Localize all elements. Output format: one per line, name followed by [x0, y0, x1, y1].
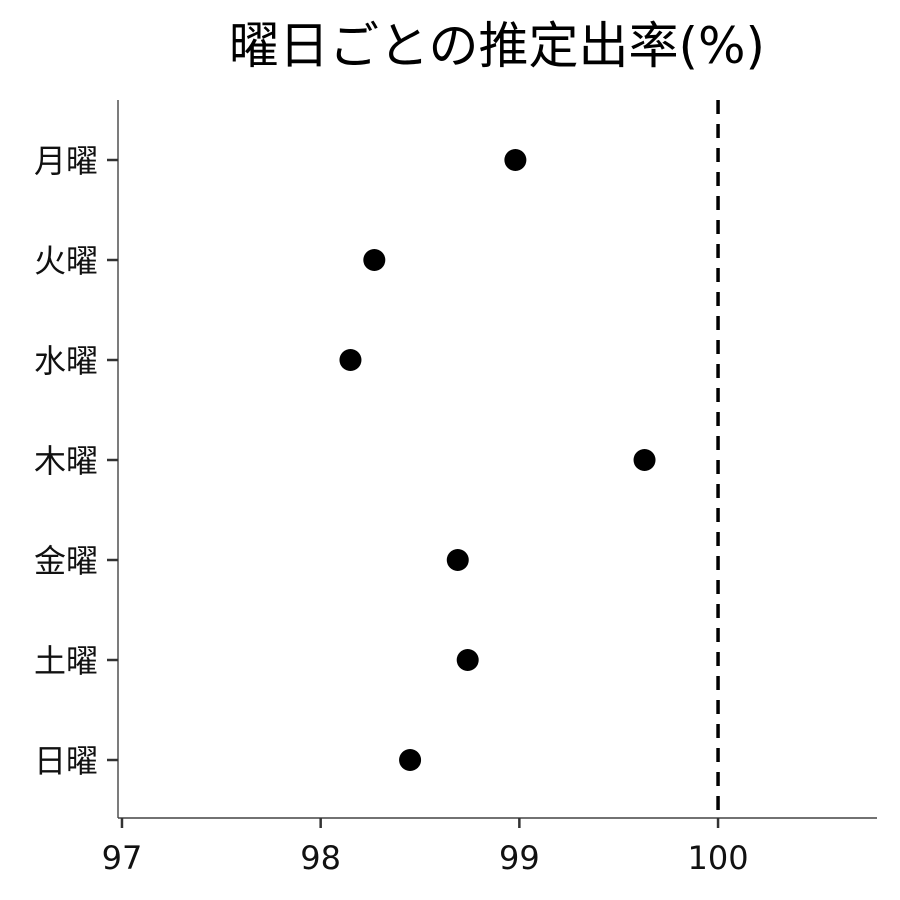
x-tick-label: 98 [300, 839, 341, 877]
y-tick-label: 土曜 [34, 642, 98, 680]
y-tick-label: 木曜 [34, 442, 98, 480]
data-point [504, 149, 527, 171]
y-tick-label: 金曜 [34, 542, 98, 580]
x-tick-label: 99 [499, 839, 540, 877]
chart-title: 曜日ごとの推定出率(%) [229, 17, 765, 75]
data-point [363, 249, 386, 271]
y-tick-label: 日曜 [34, 742, 98, 780]
data-point [633, 449, 656, 471]
y-tick-label: 月曜 [34, 142, 98, 180]
data-point [399, 749, 422, 771]
data-point [339, 349, 362, 371]
x-tick-label: 100 [688, 839, 749, 877]
data-point [456, 649, 479, 671]
y-tick-label: 火曜 [34, 242, 98, 280]
x-axis-ticks: 97 98 99 100 [102, 818, 749, 877]
y-tick-label: 水曜 [34, 342, 98, 380]
data-point [446, 549, 469, 571]
x-tick-label: 97 [102, 839, 143, 877]
data-points [339, 149, 656, 771]
